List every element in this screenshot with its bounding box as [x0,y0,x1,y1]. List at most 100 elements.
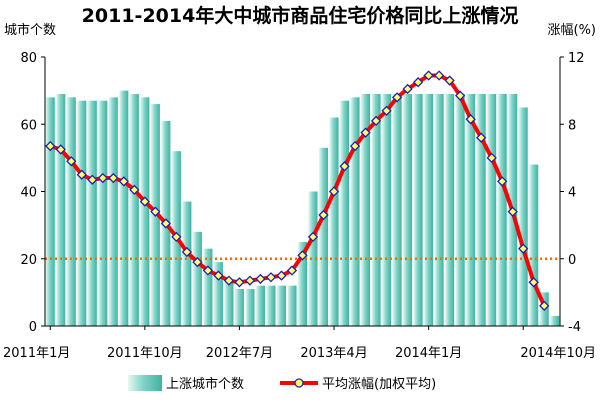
line-point [213,270,224,281]
line-point [202,265,214,276]
chart-title: 2011-2014年大中城市商品住宅价格同比上涨情况 [82,4,519,27]
bar [45,97,55,326]
line-point [181,246,193,258]
line-point [108,172,119,184]
legend-bar-swatch [128,375,162,391]
bar [192,231,202,326]
line-series [45,70,550,311]
bar [382,93,392,326]
bar [308,191,318,326]
line-point [486,152,497,164]
bar [255,285,265,326]
bar [129,93,139,326]
bar [98,100,108,327]
line-point [118,176,129,187]
line-point [45,140,56,152]
line-point [244,275,256,286]
y-left-tick-label: 80 [20,51,37,66]
line-point [528,277,539,288]
y-axis-left-label: 城市个数 [4,22,56,38]
line-point [454,90,466,101]
line-point [539,300,550,311]
bar [434,93,444,326]
line-point [87,174,98,185]
line-point [223,275,235,286]
legend-bar-label: 上涨城市个数 [166,376,244,392]
bar [529,164,539,326]
bar [234,289,244,326]
bar [224,282,234,326]
y-right-tick-label: -4 [568,320,581,335]
line-point [391,92,403,103]
line-point [433,70,445,81]
line-point [286,265,298,276]
line-point [160,218,172,229]
bar [476,93,486,326]
y-right-tick-label: 0 [568,253,576,268]
bar [497,93,507,326]
bar [87,100,97,327]
bar [361,93,371,326]
line-point [66,156,77,167]
bar [56,93,66,326]
bar [108,97,118,326]
bar [350,97,360,326]
line-point [328,186,340,197]
x-tick-label: 2011年1月 [3,346,70,361]
y-left-tick-label: 0 [29,320,37,335]
bar [455,93,465,326]
x-tick-label: 2014年10月 [520,346,596,361]
line-point [265,272,277,283]
y-right-tick-label: 4 [568,186,576,201]
tick-labels: 0 20 40 60 80 -4 0 4 8 12 2011年1月 2011年10月 2012年7月 20… [3,51,596,361]
bar [518,107,528,326]
bar [203,248,213,326]
bar [66,97,76,326]
line-point [444,75,455,86]
line-point [423,70,434,81]
bar [413,93,423,326]
x-tick-label: 2012年7月 [206,346,273,361]
bar [487,93,497,326]
bar [245,289,255,326]
bar [340,100,350,327]
bar [466,93,476,326]
bar [319,147,329,326]
bar [287,285,297,326]
line-point [349,140,361,152]
line-point [97,172,108,184]
y-left-tick-label: 20 [20,253,37,268]
bar [403,93,413,326]
line-point [297,250,308,261]
line-point [370,115,382,127]
line-point [150,206,161,217]
line-point [234,277,245,288]
bar [119,90,129,326]
bar [329,117,339,327]
bar [276,285,286,326]
line-point [276,270,287,281]
line-point [476,132,487,143]
legend: 上涨城市个数 平均涨幅(加权平均) [128,375,436,392]
line-point [381,105,392,116]
line-point [171,231,182,243]
line-point [129,184,140,195]
bar [266,285,276,326]
bar [297,241,308,326]
bar [424,93,434,326]
bar [77,100,87,327]
line-point [55,144,66,155]
y-right-tick-label: 12 [568,51,585,66]
y-left-tick-label: 40 [20,186,37,201]
bar [140,97,150,326]
bar [182,201,192,326]
y-axis-right-label: 涨幅(%) [548,23,597,38]
bar-series [45,90,560,327]
bar [371,93,381,326]
line-point [76,169,87,180]
x-tick-label: 2013年4月 [300,346,367,361]
line-point [507,206,518,217]
line-point [307,231,319,243]
bar [550,315,560,326]
